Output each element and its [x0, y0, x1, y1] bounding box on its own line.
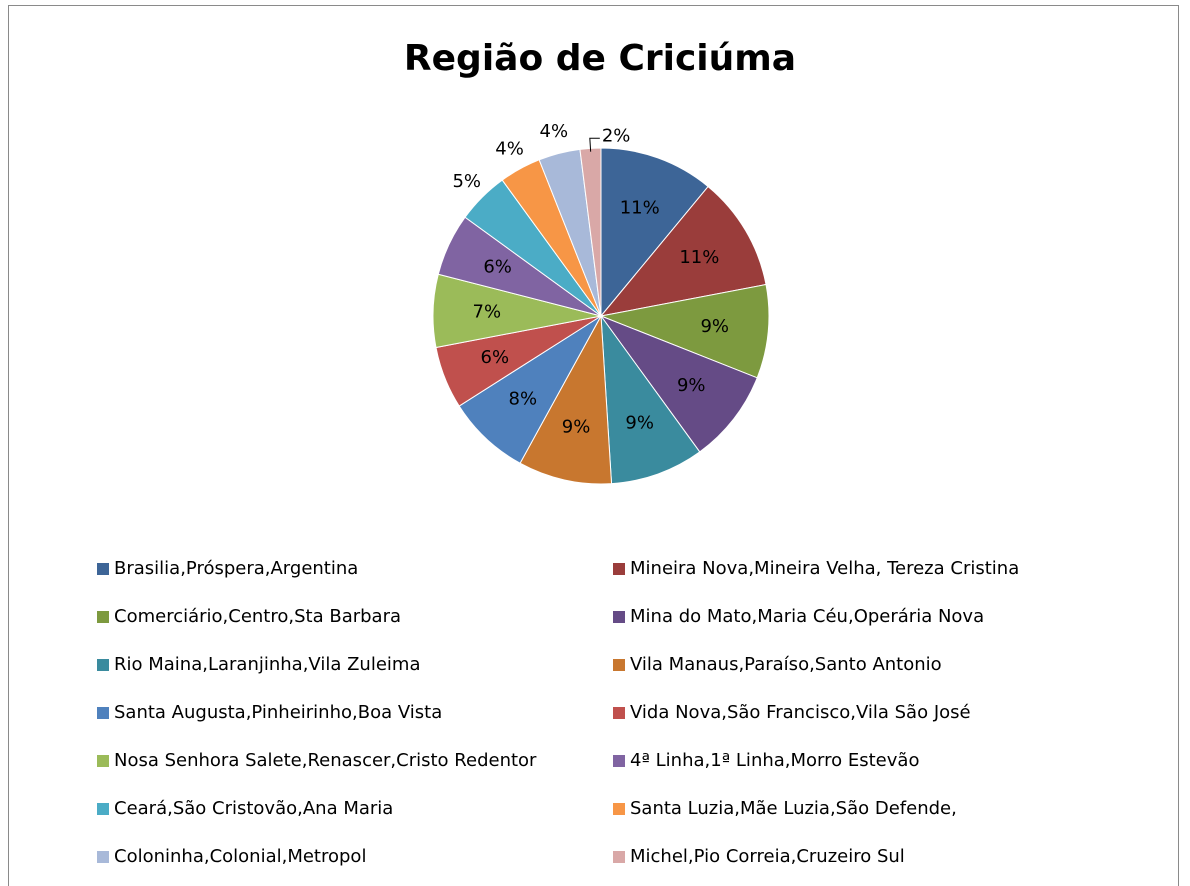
- data-label: 2%: [602, 125, 631, 146]
- legend-swatch: [613, 563, 625, 575]
- legend-label: 4ª Linha,1ª Linha,Morro Estevão: [630, 750, 919, 771]
- chart-title: Região de Criciúma: [404, 38, 796, 79]
- legend-swatch: [613, 755, 625, 767]
- legend-swatch: [613, 659, 625, 671]
- legend-label: Nosa Senhora Salete,Renascer,Cristo Rede…: [114, 750, 537, 771]
- data-label: 7%: [473, 301, 502, 322]
- data-label: 5%: [452, 171, 481, 192]
- data-label: 9%: [625, 412, 654, 433]
- legend-label: Michel,Pio Correia,Cruzeiro Sul: [630, 846, 905, 867]
- legend-swatch: [97, 611, 109, 623]
- data-label: 9%: [562, 416, 591, 437]
- legend-label: Rio Maina,Laranjinha,Vila Zuleima: [114, 654, 420, 675]
- pie-slice: [599, 314, 758, 453]
- pie-slice: [599, 283, 770, 379]
- legend-swatch: [97, 803, 109, 815]
- legend-swatch: [613, 851, 625, 863]
- pie-slice: [600, 147, 709, 318]
- legend-label: Santa Luzia,Mãe Luzia,São Defende,: [630, 798, 957, 819]
- legend-label: Coloninha,Colonial,Metropol: [114, 846, 366, 867]
- data-label: 9%: [677, 375, 706, 396]
- legend-label: Mina do Mato,Maria Céu,Operária Nova: [630, 606, 984, 627]
- legend-label: Santa Augusta,Pinheirinho,Boa Vista: [114, 702, 442, 723]
- legend-swatch: [613, 803, 625, 815]
- legend-label: Vila Manaus,Paraíso,Santo Antonio: [630, 654, 942, 675]
- data-label: 11%: [620, 198, 660, 219]
- legend-swatch: [97, 851, 109, 863]
- data-label: 8%: [509, 388, 538, 409]
- legend-swatch: [613, 611, 625, 623]
- data-label: 4%: [540, 121, 569, 142]
- legend-label: Mineira Nova,Mineira Velha, Tereza Crist…: [630, 558, 1019, 579]
- data-label: 6%: [481, 347, 510, 368]
- pie-slice: [519, 314, 613, 485]
- data-label: 11%: [679, 247, 719, 268]
- legend-swatch: [97, 659, 109, 671]
- legend-label: Vida Nova,São Francisco,Vila São José: [630, 702, 971, 723]
- pie-slice: [599, 185, 767, 317]
- legend-label: Brasilia,Próspera,Argentina: [114, 558, 358, 579]
- data-label: 9%: [700, 316, 729, 337]
- legend-swatch: [97, 707, 109, 719]
- legend-label: Ceará,São Cristovão,Ana Maria: [114, 798, 393, 819]
- data-label: 4%: [495, 139, 524, 160]
- legend-swatch: [97, 755, 109, 767]
- pie-slice: [600, 314, 701, 485]
- leader-line: [589, 137, 600, 152]
- legend-swatch: [613, 707, 625, 719]
- legend-swatch: [97, 563, 109, 575]
- data-label: 6%: [483, 256, 512, 277]
- legend-label: Comerciário,Centro,Sta Barbara: [114, 606, 401, 627]
